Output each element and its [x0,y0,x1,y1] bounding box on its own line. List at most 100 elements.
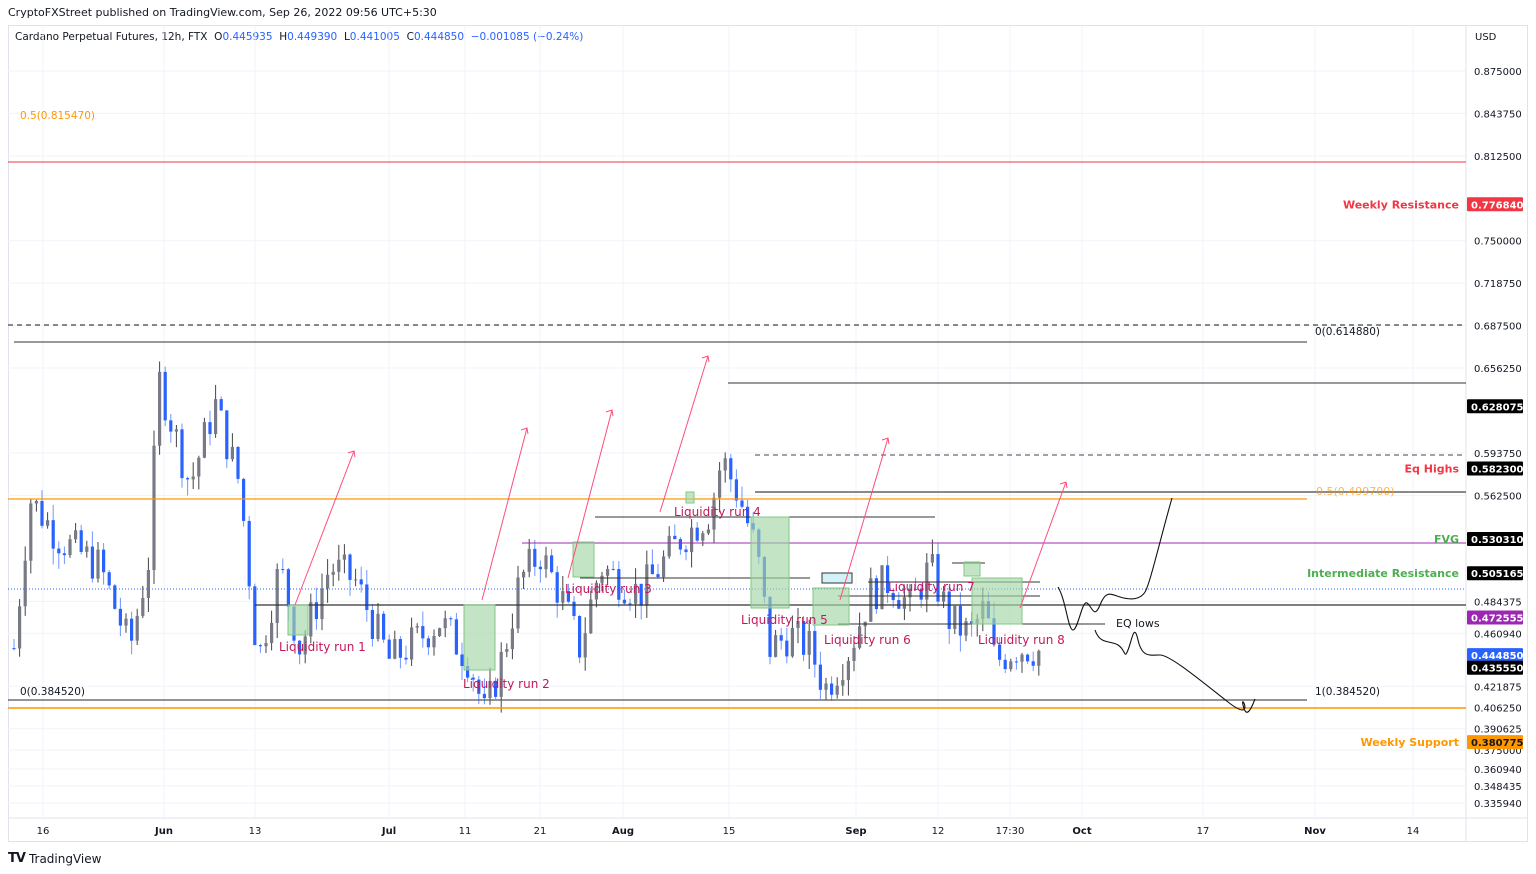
candle-body [443,618,447,629]
candle-body [846,660,850,681]
candle-body [891,592,895,601]
candle-body [706,529,710,534]
candle-body [998,644,1002,660]
candle-body [544,555,548,570]
candle-body [494,680,498,697]
time-tick-label: 13 [249,826,262,837]
price-tick-label: 0.484375 [1474,597,1522,608]
arrow-head-icon [881,437,890,445]
arrow-head-icon [520,427,529,435]
candle-body [1009,661,1013,670]
price-badge-value: 0.380775 [1471,738,1524,749]
candle-body [247,520,251,587]
candle-body [953,605,957,629]
price-tick-label: 0.421875 [1474,682,1522,693]
candle-body [163,371,167,421]
arrow-line [659,355,709,513]
liquidity-run-box [463,604,496,671]
currency-label: USD [1475,32,1497,43]
annotation-liquidity-run-7: Liquidity run 7 [888,580,975,594]
candle-body [510,628,514,650]
fib-05-overlap-label: 0.5(0.499700) [1316,485,1395,498]
candle-body [594,582,598,600]
candle-body [348,554,352,580]
arrow-line [294,450,355,606]
candle-body [320,588,324,620]
time-tick-label: 11 [459,826,472,837]
time-tick-label: 21 [534,826,547,837]
candle-body [410,627,414,660]
candle-body [818,664,822,690]
annotation-liquidity-run-6: Liquidity run 6 [824,633,911,647]
candle-body [426,638,430,648]
candle-body [18,606,22,649]
price-tick-label: 0.375000 [1474,746,1522,757]
candles [12,361,1041,713]
time-tick-label: Nov [1304,826,1326,837]
candle-body [790,627,794,657]
candle-body [202,422,206,458]
candle-body [85,546,89,552]
candle-body [527,548,531,572]
candle-body [432,635,436,648]
price-tick-label: 0.390625 [1474,725,1522,736]
candle-body [740,500,744,507]
price-axis-badges: 0.776840 Weekly Resistance 0.628075 0.58230… [1307,197,1524,750]
candle-body [488,680,492,699]
candle-body [365,584,369,610]
candle-body [68,539,72,556]
candle-body [29,503,33,561]
candle-body [337,559,341,572]
price-tick-label: 0.656250 [1474,364,1522,375]
candle-body [12,648,16,650]
high-value: 0.449390 [287,31,338,43]
price-badge-value: 0.582300 [1471,464,1524,475]
candle-body [79,530,83,552]
candle-body [438,628,442,636]
symbol-name: Cardano Perpetual Futures, 12h, FTX [15,31,208,43]
tradingview-logo-icon: TV [8,851,26,866]
time-tick-label: 16 [37,826,50,837]
candle-body [180,429,184,479]
candle-body [572,601,576,616]
price-badge [1467,660,1523,675]
symbol-legend: Cardano Perpetual Futures, 12h, FTX O0.4… [15,31,584,43]
candle-body [807,631,811,655]
fib-1-label: 1(0.384520) [1315,686,1380,698]
candle-body [723,458,727,471]
candle-body [583,633,587,658]
candle-body [600,575,604,583]
candle-body [236,446,240,479]
fib-0-top-label: 0(0.614880) [1315,326,1380,338]
price-badge-value: 0.530310 [1471,535,1524,546]
candle-body [785,640,789,657]
candle-body [62,553,66,556]
candle-body [942,591,946,602]
candle-body [645,564,649,606]
candle-body [796,620,800,628]
liquidity-run-box [685,491,695,504]
candle-body [958,605,962,636]
arrow-head-icon [605,409,614,417]
annotation-liquidity-run-2: Liquidity run 2 [463,677,550,691]
candle-body [96,549,100,579]
candle-body [169,420,173,432]
candle-body [449,618,453,620]
candle-body [673,535,677,540]
candle-body [947,591,951,629]
time-tick-label: 15 [723,826,736,837]
candle-body [522,571,526,578]
candle-body [746,506,750,524]
candle-body [718,470,722,498]
candle-body [398,639,402,658]
candle-body [662,556,666,578]
candle-body [690,527,694,553]
price-tick-label: 0.750000 [1474,237,1522,248]
fib-0-bottom-label: 0(0.384520) [20,686,85,698]
candle-body [387,639,391,659]
price-badge-value: 0.435550 [1471,664,1524,675]
bearish-projection [1094,629,1256,713]
price-badge [1467,610,1523,625]
candle-body [858,626,862,648]
